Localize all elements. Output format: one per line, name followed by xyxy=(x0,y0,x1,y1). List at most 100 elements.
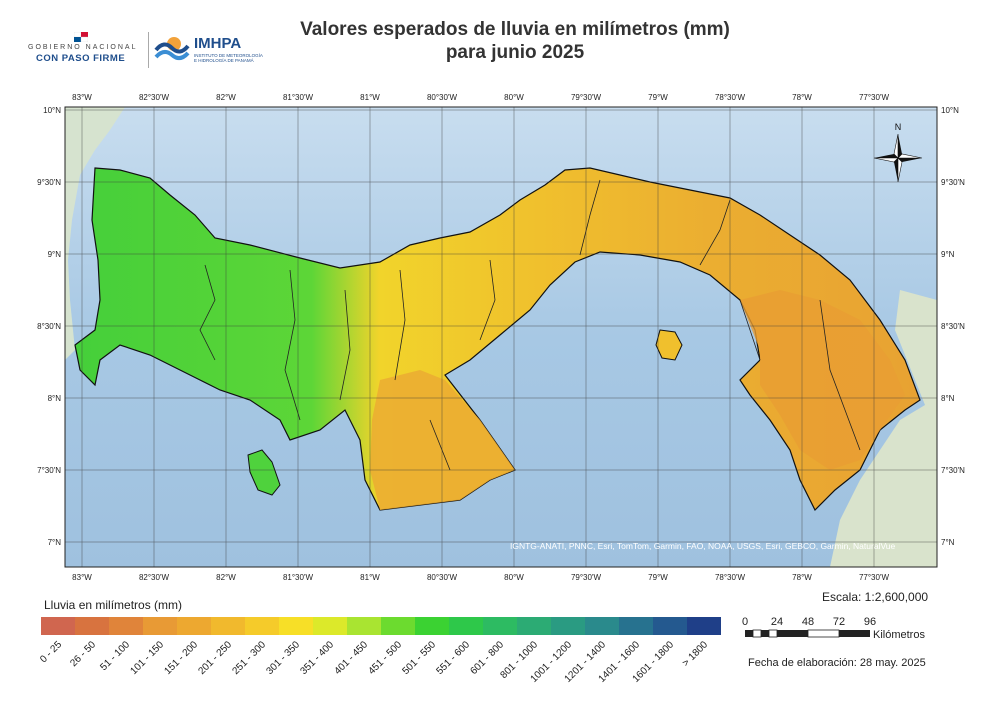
lat-label-left: 7°N xyxy=(48,538,62,547)
legend-class-label: 251 - 300 xyxy=(230,639,268,677)
legend-swatch xyxy=(415,617,449,635)
lon-label-top: 79°30'W xyxy=(571,93,602,102)
lon-label-top: 78°W xyxy=(792,93,812,102)
legend-class-label: 451 - 500 xyxy=(366,639,404,677)
lat-label-left: 9°30'N xyxy=(37,178,61,187)
imhpa-logo-icon xyxy=(154,37,190,60)
lat-label-left: 8°30'N xyxy=(37,322,61,331)
scale-segment xyxy=(777,630,808,637)
legend-class-label: 351 - 400 xyxy=(298,639,336,677)
legend-swatch xyxy=(41,617,75,635)
lon-label-bottom: 82°W xyxy=(216,573,236,582)
lon-label-top: 79°W xyxy=(648,93,668,102)
lat-label-left: 10°N xyxy=(43,106,61,115)
legend-color-bar xyxy=(41,617,721,635)
scale-tick-label: 0 xyxy=(742,616,748,628)
lat-label-right: 7°N xyxy=(941,538,955,547)
lat-label-left: 7°30'N xyxy=(37,466,61,475)
legend-swatch xyxy=(551,617,585,635)
gov-small-text: GOBIERNO NACIONAL xyxy=(28,44,138,51)
colombia-land xyxy=(830,290,937,567)
map-attribution: IGNTG-ANATI, PNNC, Esri, TomTom, Garmin,… xyxy=(510,541,896,551)
imhpa-subtitle: INSTITUTO DE METEOROLOGÍA E HIDROLOGÍA D… xyxy=(194,53,263,63)
lon-label-top: 80°W xyxy=(504,93,524,102)
legend-swatch xyxy=(143,617,177,635)
lon-label-top: 83°W xyxy=(72,93,92,102)
legend-swatch xyxy=(687,617,721,635)
lon-label-bottom: 78°W xyxy=(792,573,812,582)
lon-label-top: 78°30'W xyxy=(715,93,746,102)
header-logos: GOBIERNO NACIONAL CON PASO FIRME IMHPA I… xyxy=(28,30,263,70)
lat-label-right: 9°N xyxy=(941,250,955,259)
map-frame xyxy=(64,106,938,568)
lon-label-bottom: 79°30'W xyxy=(571,573,602,582)
gov-slogan: CON PASO FIRME xyxy=(36,53,126,64)
legend-swatch xyxy=(619,617,653,635)
lon-label-top: 77°30'W xyxy=(859,93,890,102)
legend-swatch xyxy=(653,617,687,635)
legend-class-label: 301 - 350 xyxy=(264,639,302,677)
lon-label-bottom: 82°30'W xyxy=(139,573,170,582)
imhpa-name: IMHPA xyxy=(194,35,242,52)
legend-swatch xyxy=(177,617,211,635)
legend-class-label: 51 - 100 xyxy=(98,639,132,673)
lon-label-bottom: 78°30'W xyxy=(715,573,746,582)
scale-segment xyxy=(839,630,870,637)
legend-swatch xyxy=(517,617,551,635)
legend-class-label: 501 - 550 xyxy=(400,639,438,677)
legend-swatch xyxy=(483,617,517,635)
scale-tick-label: 24 xyxy=(771,616,783,628)
scale-tick-label: 96 xyxy=(864,616,876,628)
legend-swatch xyxy=(109,617,143,635)
north-label: N xyxy=(895,122,902,132)
scale-tick-label: 48 xyxy=(802,616,814,628)
lat-label-right: 9°30'N xyxy=(941,178,965,187)
lat-label-left: 8°N xyxy=(48,394,62,403)
lon-label-bottom: 81°W xyxy=(360,573,380,582)
lon-label-bottom: 80°W xyxy=(504,573,524,582)
legend-swatch xyxy=(211,617,245,635)
legend-class-label: 401 - 450 xyxy=(332,639,370,677)
scale-segment xyxy=(761,630,769,637)
legend-class-label: 151 - 200 xyxy=(162,639,200,677)
scale-segment xyxy=(768,629,778,638)
lon-label-bottom: 80°30'W xyxy=(427,573,458,582)
legend-swatch xyxy=(279,617,313,635)
legend-class-label: 0 - 25 xyxy=(38,639,64,665)
scale-segment xyxy=(745,630,753,637)
lon-label-top: 82°W xyxy=(216,93,236,102)
legend-class-label: 551 - 600 xyxy=(434,639,472,677)
costa-rica-land xyxy=(65,107,125,360)
lat-label-right: 8°N xyxy=(941,394,955,403)
scale-tick-label: 72 xyxy=(833,616,845,628)
lon-label-top: 80°30'W xyxy=(427,93,458,102)
legend-class-label: 201 - 250 xyxy=(196,639,234,677)
legend-class-label: 101 - 150 xyxy=(128,639,166,677)
legend-swatch xyxy=(381,617,415,635)
lon-label-bottom: 77°30'W xyxy=(859,573,890,582)
scale-ratio: Escala: 1:2,600,000 xyxy=(822,590,929,604)
lon-label-bottom: 81°30'W xyxy=(283,573,314,582)
map-title-line2: para junio 2025 xyxy=(445,42,585,63)
legend-swatch xyxy=(347,617,381,635)
elaboration-date: Fecha de elaboración: 28 may. 2025 xyxy=(748,657,926,669)
province-borders xyxy=(199,179,861,471)
lon-label-bottom: 79°W xyxy=(648,573,668,582)
map-title-line1: Valores esperados de lluvia en milímetro… xyxy=(300,19,730,40)
lon-label-top: 81°W xyxy=(360,93,380,102)
map-title: Valores esperados de lluvia en milímetro… xyxy=(280,18,750,64)
legend-class-label: > 1800 xyxy=(681,639,711,669)
scale-bar: 0 24 48 72 96 Kilómetros xyxy=(742,616,926,641)
legend-title: Lluvia en milímetros (mm) xyxy=(44,598,183,612)
north-arrow-icon: N xyxy=(873,122,923,183)
legend-class-label: 26 - 50 xyxy=(68,639,98,669)
legend-swatch xyxy=(449,617,483,635)
scale-segment xyxy=(807,629,840,638)
legend-swatch xyxy=(245,617,279,635)
logo-divider xyxy=(148,32,149,68)
lat-labels-right: 10°N 9°30'N 9°N 8°30'N 8°N 7°30'N 7°N xyxy=(941,106,965,547)
legend-swatch xyxy=(75,617,109,635)
graticule xyxy=(65,107,937,567)
